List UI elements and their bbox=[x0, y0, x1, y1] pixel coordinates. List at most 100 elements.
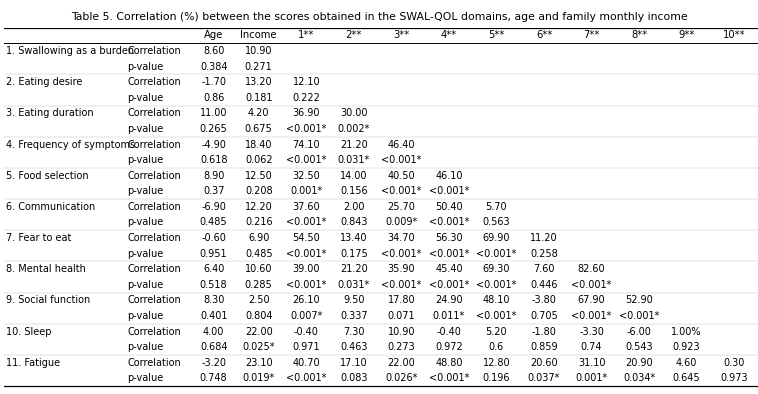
Text: -1.70: -1.70 bbox=[201, 77, 226, 87]
Text: 21.20: 21.20 bbox=[340, 139, 368, 149]
Text: 0.026*: 0.026* bbox=[385, 374, 418, 383]
Text: 8.30: 8.30 bbox=[203, 296, 224, 305]
Text: 11.20: 11.20 bbox=[531, 233, 558, 243]
Text: 1**: 1** bbox=[298, 30, 315, 40]
Text: 0.181: 0.181 bbox=[245, 93, 272, 103]
Text: 3. Eating duration: 3. Eating duration bbox=[6, 108, 94, 118]
Text: 0.071: 0.071 bbox=[387, 311, 415, 321]
Text: 25.70: 25.70 bbox=[387, 202, 415, 212]
Text: 39.00: 39.00 bbox=[293, 264, 320, 274]
Text: 0.923: 0.923 bbox=[673, 342, 700, 352]
Text: 69.90: 69.90 bbox=[483, 233, 510, 243]
Text: 12.20: 12.20 bbox=[245, 202, 273, 212]
Text: <0.001*: <0.001* bbox=[381, 249, 421, 259]
Text: 0.675: 0.675 bbox=[245, 124, 273, 134]
Text: p-value: p-value bbox=[127, 124, 164, 134]
Text: 0.463: 0.463 bbox=[340, 342, 368, 352]
Text: <0.001*: <0.001* bbox=[429, 374, 469, 383]
Text: 0.062: 0.062 bbox=[245, 155, 273, 165]
Text: 0.273: 0.273 bbox=[387, 342, 415, 352]
Text: 10.90: 10.90 bbox=[387, 327, 415, 336]
Text: 0.216: 0.216 bbox=[245, 217, 273, 227]
Text: 12.50: 12.50 bbox=[245, 171, 273, 181]
Text: 0.019*: 0.019* bbox=[243, 374, 275, 383]
Text: 11.00: 11.00 bbox=[200, 108, 227, 118]
Text: 9.50: 9.50 bbox=[343, 296, 365, 305]
Text: 7.30: 7.30 bbox=[343, 327, 365, 336]
Text: p-value: p-value bbox=[127, 93, 164, 103]
Text: 4.20: 4.20 bbox=[248, 108, 270, 118]
Text: 6. Communication: 6. Communication bbox=[6, 202, 96, 212]
Text: 4**: 4** bbox=[441, 30, 457, 40]
Text: 0.384: 0.384 bbox=[200, 61, 227, 72]
Text: <0.001*: <0.001* bbox=[429, 249, 469, 259]
Text: p-value: p-value bbox=[127, 280, 164, 290]
Text: Correlation: Correlation bbox=[127, 358, 181, 368]
Text: 20.90: 20.90 bbox=[625, 358, 653, 368]
Text: 8**: 8** bbox=[631, 30, 647, 40]
Text: 0.337: 0.337 bbox=[340, 311, 368, 321]
Text: 54.50: 54.50 bbox=[293, 233, 320, 243]
Text: 10.60: 10.60 bbox=[245, 264, 272, 274]
Text: 3**: 3** bbox=[393, 30, 409, 40]
Text: 6**: 6** bbox=[536, 30, 553, 40]
Text: 50.40: 50.40 bbox=[435, 202, 462, 212]
Text: -1.80: -1.80 bbox=[531, 327, 556, 336]
Text: Correlation: Correlation bbox=[127, 108, 181, 118]
Text: 23.10: 23.10 bbox=[245, 358, 273, 368]
Text: 46.40: 46.40 bbox=[387, 139, 415, 149]
Text: 0.86: 0.86 bbox=[203, 93, 224, 103]
Text: 7.60: 7.60 bbox=[534, 264, 555, 274]
Text: Correlation: Correlation bbox=[127, 171, 181, 181]
Text: 35.90: 35.90 bbox=[387, 264, 415, 274]
Text: 2.50: 2.50 bbox=[248, 296, 270, 305]
Text: 0.258: 0.258 bbox=[530, 249, 558, 259]
Text: <0.001*: <0.001* bbox=[381, 186, 421, 196]
Text: 56.30: 56.30 bbox=[435, 233, 462, 243]
Text: Correlation: Correlation bbox=[127, 264, 181, 274]
Text: <0.001*: <0.001* bbox=[429, 186, 469, 196]
Text: 24.90: 24.90 bbox=[435, 296, 462, 305]
Text: 5. Food selection: 5. Food selection bbox=[6, 171, 89, 181]
Text: <0.001*: <0.001* bbox=[381, 280, 421, 290]
Text: 0.973: 0.973 bbox=[720, 374, 748, 383]
Text: 30.00: 30.00 bbox=[340, 108, 368, 118]
Text: 6.40: 6.40 bbox=[203, 264, 224, 274]
Text: 74.10: 74.10 bbox=[293, 139, 320, 149]
Text: 2**: 2** bbox=[346, 30, 362, 40]
Text: 1. Swallowing as a burden: 1. Swallowing as a burden bbox=[6, 46, 134, 56]
Text: p-value: p-value bbox=[127, 155, 164, 165]
Text: 0.007*: 0.007* bbox=[290, 311, 322, 321]
Text: p-value: p-value bbox=[127, 61, 164, 72]
Text: 17.80: 17.80 bbox=[387, 296, 415, 305]
Text: 20.60: 20.60 bbox=[531, 358, 558, 368]
Text: <0.001*: <0.001* bbox=[429, 217, 469, 227]
Text: 48.80: 48.80 bbox=[435, 358, 462, 368]
Text: Table 5. Correlation (%) between the scores obtained in the SWAL-QOL domains, ag: Table 5. Correlation (%) between the sco… bbox=[70, 12, 688, 22]
Text: 0.6: 0.6 bbox=[489, 342, 504, 352]
Text: 6.90: 6.90 bbox=[248, 233, 269, 243]
Text: 17.10: 17.10 bbox=[340, 358, 368, 368]
Text: <0.001*: <0.001* bbox=[286, 249, 327, 259]
Text: 0.972: 0.972 bbox=[435, 342, 463, 352]
Text: p-value: p-value bbox=[127, 217, 164, 227]
Text: Correlation: Correlation bbox=[127, 46, 181, 56]
Text: 0.645: 0.645 bbox=[673, 374, 700, 383]
Text: 2.00: 2.00 bbox=[343, 202, 365, 212]
Text: p-value: p-value bbox=[127, 374, 164, 383]
Text: 5**: 5** bbox=[488, 30, 505, 40]
Text: 31.10: 31.10 bbox=[578, 358, 606, 368]
Text: -0.40: -0.40 bbox=[437, 327, 462, 336]
Text: 0.563: 0.563 bbox=[483, 217, 510, 227]
Text: 5.20: 5.20 bbox=[486, 327, 507, 336]
Text: <0.001*: <0.001* bbox=[619, 311, 659, 321]
Text: 18.40: 18.40 bbox=[245, 139, 272, 149]
Text: 9. Social function: 9. Social function bbox=[6, 296, 90, 305]
Text: -6.00: -6.00 bbox=[627, 327, 652, 336]
Text: 10. Sleep: 10. Sleep bbox=[6, 327, 52, 336]
Text: 0.684: 0.684 bbox=[200, 342, 227, 352]
Text: 13.40: 13.40 bbox=[340, 233, 368, 243]
Text: 8.60: 8.60 bbox=[203, 46, 224, 56]
Text: 2. Eating desire: 2. Eating desire bbox=[6, 77, 83, 87]
Text: 0.843: 0.843 bbox=[340, 217, 368, 227]
